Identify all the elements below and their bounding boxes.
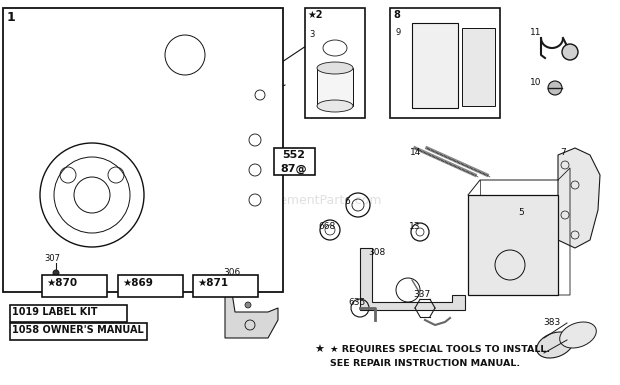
Text: ★870: ★870: [46, 278, 77, 288]
Bar: [468, 195, 558, 295]
Text: 1019 LABEL KIT: 1019 LABEL KIT: [12, 307, 97, 317]
Ellipse shape: [315, 34, 355, 62]
Text: ★: ★: [314, 345, 324, 355]
Text: 552: 552: [283, 150, 306, 160]
Text: 668: 668: [318, 222, 335, 231]
Text: 87@: 87@: [281, 164, 308, 174]
Bar: [193, 275, 258, 297]
Text: ReplacementParts.com: ReplacementParts.com: [237, 194, 383, 207]
Text: 9: 9: [395, 28, 401, 37]
Bar: [305, 8, 365, 118]
Ellipse shape: [560, 322, 596, 348]
Bar: [118, 275, 183, 297]
Text: ★869: ★869: [122, 278, 153, 288]
Polygon shape: [360, 248, 465, 310]
Ellipse shape: [27, 120, 157, 270]
Text: 8: 8: [393, 10, 400, 20]
Text: 7: 7: [560, 148, 565, 157]
Ellipse shape: [537, 332, 574, 358]
Text: ★871: ★871: [197, 278, 228, 288]
Text: 14: 14: [410, 148, 422, 157]
Text: SEE REPAIR INSTRUCTION MANUAL.: SEE REPAIR INSTRUCTION MANUAL.: [330, 359, 520, 368]
Bar: [390, 8, 500, 118]
Text: 3: 3: [309, 30, 314, 39]
Circle shape: [548, 81, 562, 95]
Text: ★ REQUIRES SPECIAL TOOLS TO INSTALL.: ★ REQUIRES SPECIAL TOOLS TO INSTALL.: [330, 345, 550, 354]
Bar: [10, 305, 127, 322]
Text: 307: 307: [44, 254, 60, 263]
Polygon shape: [225, 270, 278, 338]
Ellipse shape: [317, 100, 353, 112]
Polygon shape: [558, 148, 600, 248]
Text: 6: 6: [344, 197, 350, 206]
Bar: [3, 8, 283, 292]
Text: 635: 635: [348, 298, 365, 307]
Text: 11: 11: [530, 28, 541, 37]
Text: 383: 383: [543, 318, 560, 327]
Circle shape: [245, 302, 251, 308]
Ellipse shape: [157, 35, 213, 75]
Text: 5: 5: [518, 208, 524, 217]
Bar: [412, 23, 458, 108]
Bar: [42, 275, 107, 297]
Circle shape: [53, 270, 59, 276]
Text: 337: 337: [413, 290, 430, 299]
Bar: [10, 323, 147, 340]
Text: 306: 306: [223, 268, 241, 277]
Bar: [274, 148, 315, 175]
Bar: [317, 68, 353, 106]
Polygon shape: [115, 20, 275, 80]
Text: 1058 OWNER'S MANUAL: 1058 OWNER'S MANUAL: [12, 325, 144, 335]
Circle shape: [562, 44, 578, 60]
Text: 1: 1: [7, 11, 16, 24]
Bar: [462, 28, 495, 106]
Ellipse shape: [323, 40, 347, 56]
Text: 13: 13: [409, 222, 420, 231]
Text: 10: 10: [530, 78, 541, 87]
Polygon shape: [230, 60, 275, 260]
Text: 308: 308: [368, 248, 385, 257]
Text: ★2: ★2: [307, 10, 322, 20]
Polygon shape: [100, 80, 275, 260]
Ellipse shape: [317, 62, 353, 74]
